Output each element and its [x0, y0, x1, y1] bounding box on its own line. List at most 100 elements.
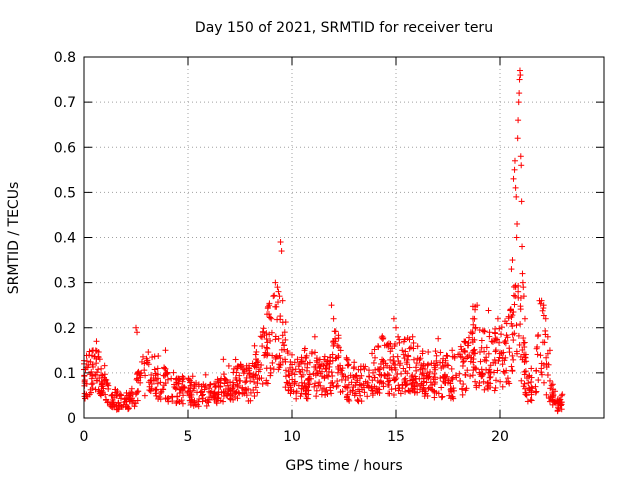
data-point	[407, 377, 414, 384]
data-point	[452, 372, 459, 379]
data-point	[457, 343, 464, 350]
data-point	[160, 372, 167, 379]
data-point	[335, 344, 342, 351]
data-point	[157, 390, 164, 397]
y-tick-label: 0.4	[54, 231, 76, 247]
data-point	[81, 380, 88, 387]
data-point	[320, 385, 327, 392]
data-point	[441, 379, 448, 386]
data-point	[273, 353, 280, 360]
data-point	[532, 389, 539, 396]
data-point	[501, 357, 508, 364]
data-point	[113, 389, 120, 396]
data-point	[277, 313, 284, 320]
data-point	[292, 366, 299, 373]
data-point	[388, 386, 395, 393]
data-point	[124, 403, 131, 410]
plot-frame	[83, 56, 605, 419]
data-point	[101, 371, 108, 378]
data-point	[266, 331, 273, 338]
data-point	[528, 379, 535, 386]
data-point	[469, 303, 476, 310]
data-point	[163, 369, 170, 376]
data-point	[241, 368, 248, 375]
x-tick-label: 10	[283, 429, 301, 445]
data-point	[118, 392, 125, 399]
data-point	[333, 383, 340, 390]
data-point	[201, 386, 208, 393]
data-point	[195, 398, 202, 405]
data-point	[278, 248, 285, 255]
data-point	[396, 336, 403, 343]
data-point	[422, 366, 429, 373]
data-point	[462, 338, 469, 345]
data-point	[406, 364, 413, 371]
data-point	[412, 364, 419, 371]
data-point	[525, 379, 532, 386]
data-point	[322, 388, 329, 395]
data-point	[164, 370, 171, 377]
data-point	[109, 396, 116, 403]
data-point	[534, 351, 541, 358]
data-point	[556, 397, 563, 404]
data-point	[170, 369, 177, 376]
data-point	[514, 350, 521, 357]
data-point	[278, 346, 285, 353]
data-point	[264, 311, 271, 318]
data-point	[289, 351, 295, 358]
data-point	[164, 395, 171, 402]
data-point	[283, 379, 290, 386]
data-point	[206, 388, 213, 395]
data-point	[276, 293, 283, 300]
data-point	[508, 363, 515, 370]
data-point	[211, 396, 218, 403]
data-point	[507, 306, 514, 313]
data-point	[432, 366, 439, 373]
data-point	[284, 379, 291, 386]
data-point	[546, 347, 553, 354]
data-point	[257, 333, 264, 340]
data-point	[251, 378, 258, 385]
data-point	[496, 339, 503, 346]
data-point	[540, 302, 547, 309]
data-point	[414, 343, 421, 350]
x-axis-label: GPS time / hours	[285, 458, 402, 474]
data-point	[437, 375, 444, 382]
data-point	[354, 377, 361, 384]
data-point	[478, 344, 485, 351]
data-point	[247, 378, 254, 385]
data-point	[306, 371, 313, 378]
data-point	[121, 396, 128, 403]
data-point	[463, 355, 470, 362]
data-point	[495, 357, 502, 364]
data-point	[95, 366, 102, 373]
data-point	[89, 361, 96, 368]
data-point	[173, 375, 180, 382]
data-point	[269, 359, 276, 366]
y-tick-label: 0.8	[54, 50, 76, 66]
data-point	[207, 381, 214, 388]
data-point	[369, 350, 376, 357]
data-point	[225, 390, 232, 397]
data-point	[339, 388, 346, 395]
data-point	[509, 352, 516, 359]
data-point	[521, 380, 528, 387]
data-point	[220, 398, 227, 405]
data-point	[408, 381, 415, 388]
data-point	[396, 362, 403, 369]
data-point	[318, 391, 325, 398]
data-point	[417, 366, 424, 373]
data-point	[232, 374, 239, 381]
data-point	[481, 348, 488, 355]
data-point	[549, 401, 556, 408]
data-point	[542, 327, 549, 334]
data-point	[354, 397, 361, 404]
data-point	[507, 306, 514, 313]
data-point	[520, 339, 527, 346]
data-point	[409, 333, 416, 340]
data-point	[358, 398, 365, 405]
data-point	[548, 382, 555, 389]
data-point	[521, 368, 528, 375]
data-point	[467, 373, 474, 380]
data-point	[430, 387, 437, 394]
